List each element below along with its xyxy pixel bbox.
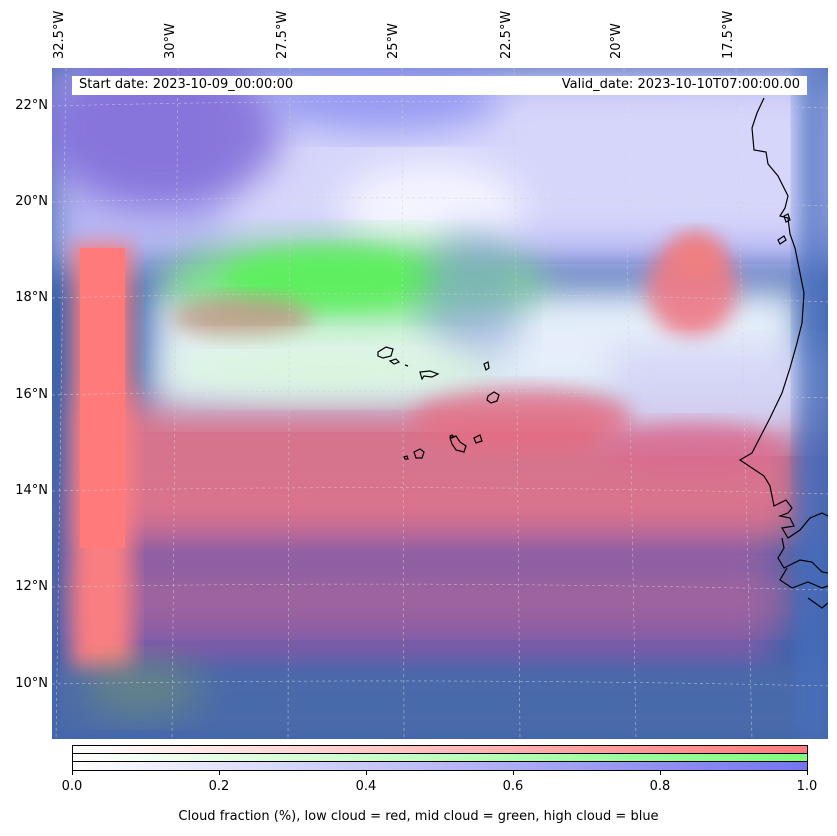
graticule (52, 68, 828, 739)
colorbar-tick-1-0 (807, 771, 808, 775)
cloud-nw-purple (52, 68, 282, 208)
cloud-left-red-core (80, 248, 125, 548)
lat-label-14n: 14°N (15, 483, 48, 498)
colorbar-low-cloud-red (73, 746, 807, 754)
colorbar-label-0-2: 0.2 (208, 779, 230, 794)
colorbar-tick-0-2 (219, 771, 220, 775)
cloud-red-patch-1 (412, 388, 632, 448)
colorbar-label-0-8: 0.8 (649, 779, 671, 794)
lat-label-18n: 18°N (15, 290, 48, 305)
lat-label-12n: 12°N (15, 579, 48, 594)
lat-label-10n: 10°N (15, 676, 48, 691)
lon-label-32-5w: 32.5°W (52, 10, 67, 59)
colorbar-tick-0-4 (366, 771, 367, 775)
cloud-light-green (162, 338, 502, 398)
colorbar-label-1-0: 1.0 (796, 779, 818, 794)
cloud-green-core (222, 250, 442, 306)
forecast-info-bar: Start date: 2023-10-09_00:00:00 Valid_da… (72, 76, 807, 95)
lon-label-30w: 30°W (163, 23, 178, 59)
valid-date-label: Valid_date: 2023-10-10T07:00:00.00 (561, 77, 800, 92)
colorbar-tick-0 (72, 771, 73, 775)
lat-label-22n: 22°N (15, 98, 48, 113)
colorbar-mid-cloud-green (73, 754, 807, 762)
colorbar-label-0-4: 0.4 (355, 779, 377, 794)
colorbar-label-0-6: 0.6 (502, 779, 524, 794)
cloud-fraction-map (52, 68, 828, 739)
cloud-red-patch-2 (602, 423, 782, 473)
lon-label-22-5w: 22.5°W (499, 10, 514, 59)
cloud-east-edge (797, 68, 828, 739)
cloud-brown-patch (172, 296, 312, 340)
lon-label-17-5w: 17.5°W (721, 10, 736, 59)
cloud-colorbar (72, 745, 808, 771)
lon-label-20w: 20°W (609, 23, 624, 59)
cloud-east-red-core (672, 233, 722, 283)
lon-label-25w: 25°W (386, 23, 401, 59)
lat-label-16n: 16°N (15, 387, 48, 402)
lat-label-20n: 20°N (15, 194, 48, 209)
cape-verde-islands (377, 346, 500, 460)
cloud-east-lightblue (612, 348, 812, 438)
coastline (738, 97, 828, 609)
cloud-south-green-tint (82, 658, 202, 718)
colorbar-label-0: 0.0 (61, 779, 83, 794)
colorbar-caption: Cloud fraction (%), low cloud = red, mid… (178, 809, 659, 824)
colorbar-high-cloud-blue (73, 762, 807, 770)
cloud-blue-tongue (422, 228, 522, 368)
map-canvas (52, 68, 828, 739)
canary-islands (777, 213, 791, 245)
start-date-label: Start date: 2023-10-09_00:00:00 (79, 77, 294, 92)
lon-label-27-5w: 27.5°W (275, 10, 290, 59)
colorbar-tick-0-6 (513, 771, 514, 775)
cloud-lower-mix (72, 568, 792, 628)
colorbar-tick-0-8 (660, 771, 661, 775)
